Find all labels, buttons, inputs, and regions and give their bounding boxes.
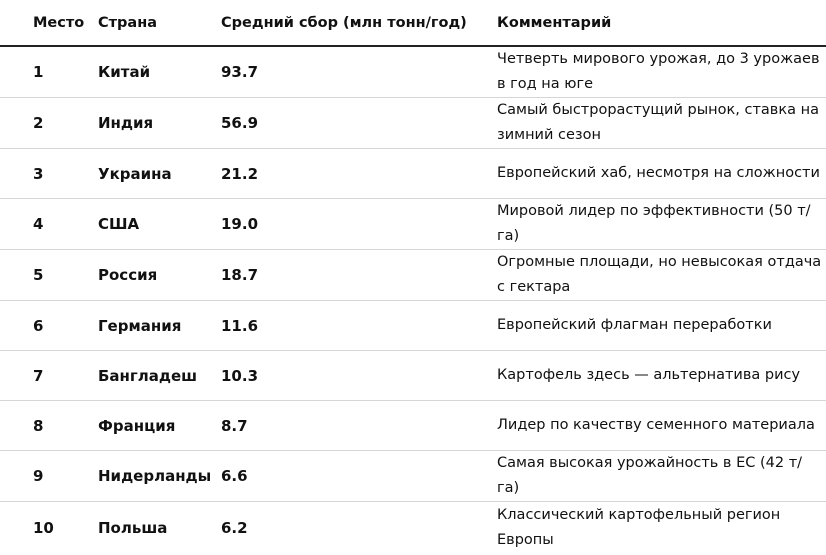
yield-cell: 21.2 [221,164,259,183]
yield-cell: 19.0 [221,215,259,233]
comment-cell: Европейский хаб, несмотря на сложности [497,165,820,181]
table-row: 4 США 19.0 Мировой лидер по эффективност… [0,199,826,250]
table-body: 1 Китай 93.7 Четверть мирового урожая, д… [0,46,826,555]
comment-cell: Классический картофельный регион Европы [497,507,781,549]
country-cell: Франция [98,416,176,435]
table-header: Место Страна Средний сбор (млн тонн/год)… [0,0,826,47]
country-cell: Польша [98,519,168,538]
rank-cell: 5 [33,266,44,284]
rank-cell: 3 [33,164,44,183]
country-cell: Индия [98,114,154,132]
country-cell: Нидерланды [98,467,212,485]
country-cell: Украина [98,164,172,183]
header-yield: Средний сбор (млн тонн/год) [221,0,497,47]
rank-cell: 7 [33,366,44,385]
country-cell: Китай [98,63,151,81]
yield-cell: 56.9 [221,114,259,132]
header-comment: Комментарий [497,0,826,47]
comment-cell: Лидер по качеству семенного материала [497,417,815,433]
rank-cell: 8 [33,416,44,435]
table-row: 5 Россия 18.7 Огромные площади, но невыс… [0,250,826,301]
country-cell: Россия [98,266,158,284]
country-cell: Германия [98,316,182,335]
header-rank: Место [0,0,84,47]
table-row: 1 Китай 93.7 Четверть мирового урожая, д… [0,46,826,98]
header-row: Место Страна Средний сбор (млн тонн/год)… [0,0,826,47]
header-country: Страна [66,0,221,47]
rank-cell: 10 [33,519,54,538]
yield-cell: 18.7 [221,266,259,284]
country-cell: Бангладеш [98,366,198,385]
yield-cell: 8.7 [221,416,248,435]
yield-cell: 93.7 [221,63,259,81]
comment-cell: Картофель здесь — альтернатива рису [497,367,801,383]
rank-cell: 4 [33,215,44,233]
yield-cell: 6.6 [221,467,248,485]
comment-cell: Четверть мирового урожая, до 3 урожаев в… [497,51,820,92]
comment-cell: Огромные площади, но невысокая отдача с … [497,254,822,295]
yield-cell: 6.2 [221,519,248,538]
comment-cell: Мировой лидер по эффективности (50 т/га) [497,203,811,244]
table-row: 6 Германия 11.6 Европейский флагман пере… [0,301,826,351]
table-row: 9 Нидерланды 6.6 Самая высокая урожайнос… [0,451,826,502]
comment-cell: Европейский флагман переработки [497,317,772,333]
yield-cell: 11.6 [221,316,259,335]
country-cell: США [98,215,140,233]
table-row: 8 Франция 8.7 Лидер по качеству семенног… [0,401,826,451]
comment-cell: Самая высокая урожайность в ЕС (42 т/га) [497,455,803,496]
comment-cell: Самый быстрорастущий рынок, ставка на зи… [497,102,819,143]
table-row: 7 Бангладеш 10.3 Картофель здесь — альте… [0,351,826,401]
rank-cell: 6 [33,316,44,335]
rank-cell: 2 [33,114,44,132]
table-row: 3 Украина 21.2 Европейский хаб, несмотря… [0,149,826,199]
table-row: 10 Польша 6.2 Классический картофельный … [0,502,826,555]
table-row: 2 Индия 56.9 Самый быстрорастущий рынок,… [0,98,826,149]
rank-cell: 9 [33,467,44,485]
yield-cell: 10.3 [221,366,259,385]
rank-cell: 1 [33,63,44,81]
